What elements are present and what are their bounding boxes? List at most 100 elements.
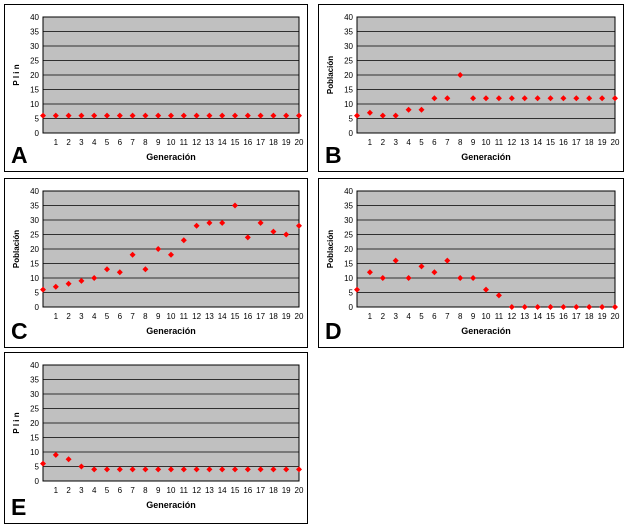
data-point <box>142 466 149 473</box>
data-point <box>270 112 277 119</box>
x-tick-label: 5 <box>105 486 110 495</box>
y-axis-label: P l i n <box>12 64 21 85</box>
y-tick-label: 30 <box>30 390 39 399</box>
data-point <box>40 460 46 467</box>
data-point <box>534 95 541 102</box>
data-point <box>257 219 264 226</box>
data-point <box>296 112 302 119</box>
data-point <box>457 275 464 281</box>
data-point <box>257 466 264 473</box>
x-tick-label: 5 <box>105 312 110 321</box>
x-tick-label: 1 <box>368 312 373 321</box>
data-point <box>612 95 618 102</box>
data-point <box>206 219 213 226</box>
x-tick-label: 2 <box>381 312 386 321</box>
y-tick-label: 5 <box>35 289 40 298</box>
x-tick-label: 8 <box>143 138 148 147</box>
x-tick-label: 1 <box>368 138 373 147</box>
x-tick-label: 8 <box>458 312 463 321</box>
x-tick-label: 4 <box>92 486 97 495</box>
x-tick-label: 4 <box>406 138 411 147</box>
data-point <box>296 466 302 473</box>
data-point <box>547 95 554 102</box>
data-point <box>405 106 412 113</box>
y-axis-label: Población <box>326 56 335 94</box>
chart-panel-d: 0 5 10 15 20 25 30 35 40 1 2 3 4 5 6 7 8 9 10 11 12 13 14 15 16 1… <box>318 178 624 348</box>
x-tick-label: 17 <box>572 138 581 147</box>
data-point <box>65 112 72 119</box>
data-point <box>219 219 226 226</box>
x-tick-label: 18 <box>269 138 278 147</box>
data-point <box>193 112 200 119</box>
y-tick-label: 20 <box>30 71 39 80</box>
x-tick-label: 3 <box>393 138 398 147</box>
data-point <box>586 95 593 102</box>
data-point <box>483 95 489 102</box>
data-point <box>508 304 515 310</box>
x-tick-label: 9 <box>156 312 161 321</box>
x-axis-label: Generación <box>146 500 196 510</box>
panel-letter: D <box>325 318 342 344</box>
y-tick-label: 30 <box>30 216 39 225</box>
data-point <box>232 466 238 473</box>
data-point <box>296 222 302 229</box>
x-tick-label: 19 <box>598 312 607 321</box>
data-point <box>219 112 226 119</box>
x-tick-label: 7 <box>130 138 135 147</box>
y-tick-label: 10 <box>344 274 353 283</box>
x-tick-label: 16 <box>243 312 252 321</box>
x-tick-label: 6 <box>432 312 437 321</box>
y-tick-label: 25 <box>30 231 39 240</box>
x-tick-label: 6 <box>118 486 123 495</box>
x-tick-label: 20 <box>295 486 304 495</box>
x-tick-label: 5 <box>105 138 110 147</box>
x-tick-label: 9 <box>471 312 476 321</box>
data-point <box>283 231 290 238</box>
y-tick-label: 10 <box>30 448 39 457</box>
x-tick-label: 15 <box>231 486 240 495</box>
y-tick-label: 5 <box>35 463 40 472</box>
y-tick-label: 35 <box>30 202 39 211</box>
data-point <box>392 112 399 119</box>
x-tick-label: 6 <box>118 138 123 147</box>
data-point <box>270 228 277 235</box>
data-point <box>366 269 373 276</box>
x-tick-label: 1 <box>54 486 59 495</box>
y-tick-label: 25 <box>30 405 39 414</box>
x-tick-label: 13 <box>520 138 529 147</box>
data-point <box>457 72 464 78</box>
x-tick-label: 2 <box>66 312 71 321</box>
data-point <box>78 112 85 119</box>
data-point <box>283 112 290 119</box>
data-point <box>257 112 264 119</box>
x-tick-label: 20 <box>295 138 304 147</box>
chart-panel-b: 0 5 10 15 20 25 30 35 40 1 2 3 4 5 6 7 8 9 10 11 12 13 14 15 16 1… <box>318 4 624 172</box>
x-tick-label: 5 <box>419 138 424 147</box>
data-point <box>116 269 123 276</box>
y-tick-label: 15 <box>344 86 353 95</box>
y-tick-label: 30 <box>30 42 39 51</box>
x-tick-label: 14 <box>218 312 227 321</box>
data-point <box>392 257 399 264</box>
x-tick-label: 19 <box>598 138 607 147</box>
x-tick-label: 4 <box>92 312 97 321</box>
x-tick-label: 8 <box>143 486 148 495</box>
x-tick-label: 4 <box>92 138 97 147</box>
x-tick-label: 17 <box>572 312 581 321</box>
data-point <box>244 112 251 119</box>
x-tick-label: 11 <box>180 486 189 495</box>
y-tick-label: 35 <box>344 202 353 211</box>
data-point <box>129 466 136 473</box>
x-axis-label: Generación <box>461 152 511 162</box>
data-point <box>560 304 567 310</box>
x-tick-label: 10 <box>167 138 176 147</box>
data-point <box>180 466 187 473</box>
x-tick-label: 12 <box>192 138 201 147</box>
x-tick-label: 2 <box>66 138 71 147</box>
x-tick-label: 18 <box>585 138 594 147</box>
data-point <box>91 112 98 119</box>
data-point <box>65 280 72 287</box>
